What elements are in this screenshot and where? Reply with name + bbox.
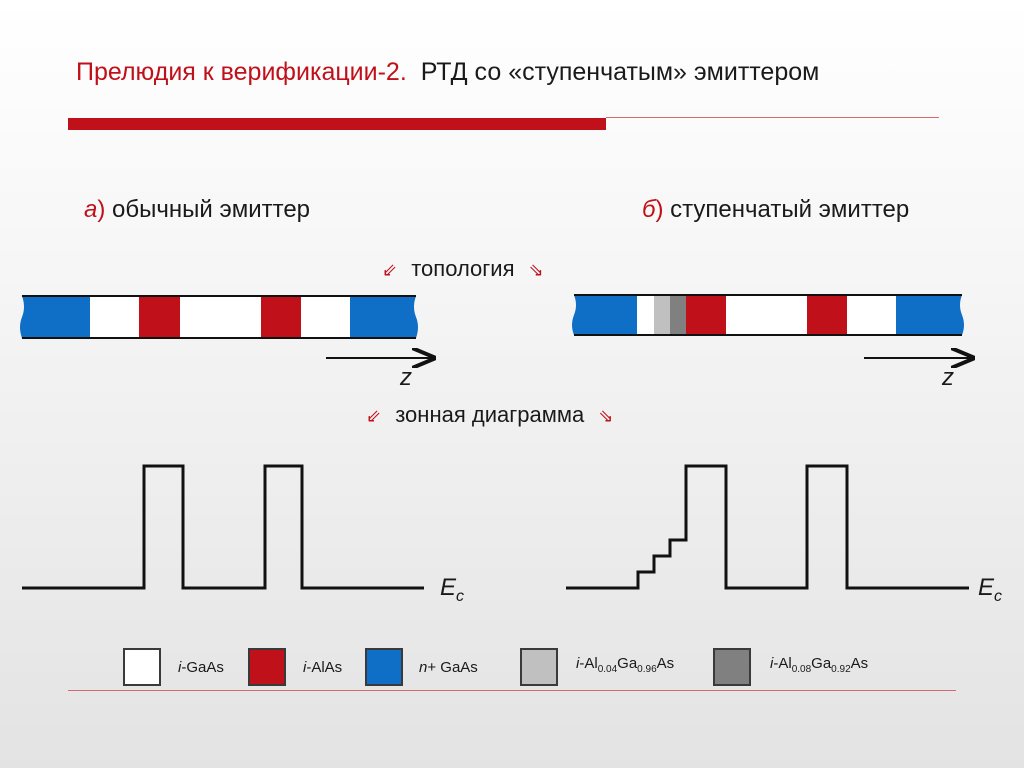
legend-label-n-gaas: n+ GaAs bbox=[419, 659, 478, 676]
left-band-profile bbox=[22, 464, 424, 590]
right-darkgray-layer bbox=[670, 295, 686, 335]
left-white-well bbox=[180, 296, 261, 338]
legend-divider bbox=[68, 690, 956, 691]
right-ec-label: Ec bbox=[978, 574, 1003, 605]
right-red-barrier bbox=[807, 295, 847, 335]
topology-header: ⇙ топология ⇘ bbox=[382, 256, 544, 282]
title-main-part: РТД со «ступенчатым» эмиттером bbox=[420, 58, 820, 86]
legend-swatch-i-alas bbox=[248, 648, 286, 686]
page-title: Прелюдия к верификации-2. РТД со «ступен… bbox=[76, 58, 819, 87]
right-blue-layer bbox=[572, 295, 637, 335]
left-caption-text: обычный эмиттер bbox=[112, 196, 311, 223]
legend-label-i-al008: i-Al0.08Ga0.92As bbox=[770, 655, 869, 675]
left-topology-strip bbox=[20, 295, 418, 339]
band-header: ⇙ зонная диаграмма ⇘ bbox=[366, 402, 613, 428]
right-caption-letter: б bbox=[642, 196, 656, 223]
band-diagram-label: зонная диаграмма bbox=[395, 402, 585, 427]
legend-swatch-n-gaas bbox=[365, 648, 403, 686]
arrow-down-left-icon: ⇙ bbox=[382, 260, 398, 280]
right-band-profile bbox=[566, 464, 969, 590]
title-underline-thick bbox=[68, 118, 606, 130]
legend-swatch-i-al004 bbox=[520, 648, 558, 686]
left-caption-letter: а bbox=[84, 196, 98, 223]
right-lightgray-layer bbox=[654, 295, 670, 335]
left-white-layer bbox=[301, 296, 350, 338]
right-blue-layer bbox=[896, 295, 964, 335]
left-ec-label: Ec bbox=[440, 574, 465, 605]
right-white-well bbox=[726, 295, 807, 335]
topology-label: топология bbox=[411, 256, 515, 281]
right-white-layer bbox=[637, 295, 654, 335]
arrow-down-right-icon: ⇘ bbox=[598, 406, 614, 426]
right-topology-strip bbox=[572, 294, 964, 336]
legend-label-i-gaas: i-GaAs bbox=[178, 659, 224, 676]
title-red-part: Прелюдия к верификации-2. bbox=[76, 58, 407, 86]
right-caption: б) ступенчатый эмиттер bbox=[642, 196, 910, 223]
left-z-label: z bbox=[400, 364, 412, 391]
legend-swatch-i-gaas bbox=[123, 648, 161, 686]
right-caption-text: ступенчатый эмиттер bbox=[670, 196, 910, 223]
title-underline-thin bbox=[606, 117, 939, 118]
right-white-layer bbox=[847, 295, 896, 335]
left-red-barrier bbox=[139, 296, 180, 338]
right-z-label: z bbox=[942, 364, 954, 391]
arrow-down-left-icon: ⇙ bbox=[366, 406, 382, 426]
arrow-down-right-icon: ⇘ bbox=[528, 260, 544, 280]
legend-label-i-al004: i-Al0.04Ga0.96As bbox=[576, 655, 675, 675]
left-blue-layer bbox=[350, 296, 418, 338]
left-blue-layer bbox=[20, 296, 90, 338]
legend-swatch-i-al008 bbox=[713, 648, 751, 686]
left-red-barrier bbox=[261, 296, 301, 338]
legend-label-i-alas: i-AlAs bbox=[303, 659, 343, 676]
left-caption: а) обычный эмиттер bbox=[84, 196, 311, 223]
left-white-layer bbox=[90, 296, 139, 338]
right-red-barrier bbox=[686, 295, 726, 335]
